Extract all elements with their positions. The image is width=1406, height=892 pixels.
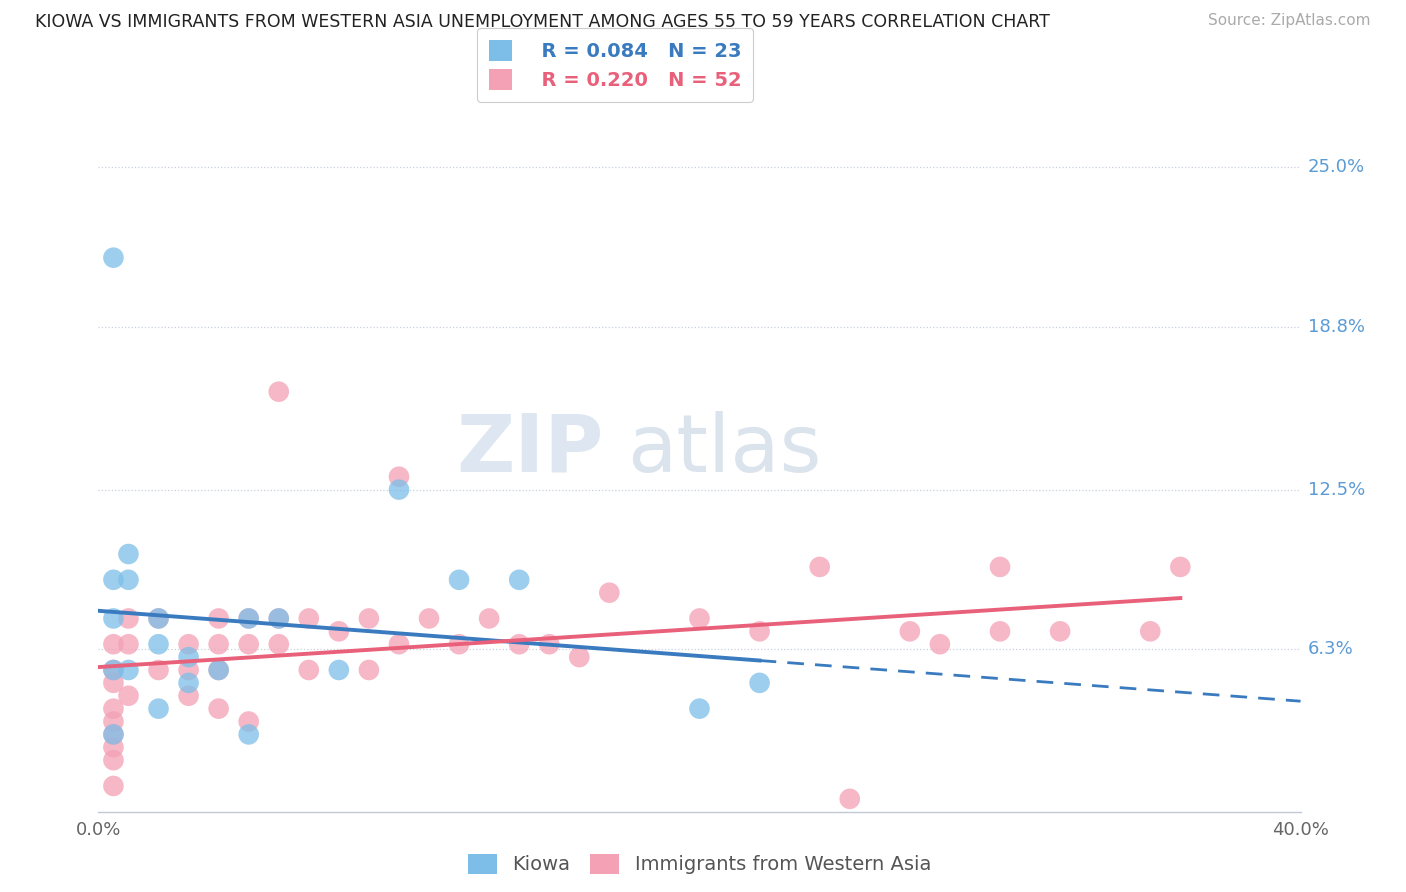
- Point: [103, 727, 125, 741]
- Point: [447, 637, 470, 651]
- Point: [838, 792, 860, 806]
- Point: [898, 624, 921, 639]
- Point: [929, 637, 952, 651]
- Point: [568, 650, 591, 665]
- Point: [238, 637, 260, 651]
- Point: [508, 573, 530, 587]
- Point: [478, 611, 501, 625]
- Point: [117, 611, 139, 625]
- Text: ZIP: ZIP: [456, 411, 603, 489]
- Point: [103, 637, 125, 651]
- Point: [103, 611, 125, 625]
- Point: [177, 650, 200, 665]
- Point: [298, 663, 321, 677]
- Point: [148, 637, 170, 651]
- Point: [988, 624, 1011, 639]
- Text: 25.0%: 25.0%: [1308, 159, 1365, 177]
- Point: [388, 637, 411, 651]
- Point: [238, 611, 260, 625]
- Point: [238, 611, 260, 625]
- Point: [148, 701, 170, 715]
- Point: [103, 740, 125, 755]
- Point: [267, 384, 290, 399]
- Point: [103, 573, 125, 587]
- Point: [148, 663, 170, 677]
- Point: [208, 611, 231, 625]
- Point: [208, 663, 231, 677]
- Text: Source: ZipAtlas.com: Source: ZipAtlas.com: [1208, 13, 1371, 29]
- Point: [103, 676, 125, 690]
- Point: [748, 624, 770, 639]
- Point: [267, 611, 290, 625]
- Point: [117, 637, 139, 651]
- Point: [988, 560, 1011, 574]
- Point: [103, 727, 125, 741]
- Point: [208, 663, 231, 677]
- Point: [447, 573, 470, 587]
- Point: [1049, 624, 1071, 639]
- Point: [208, 701, 231, 715]
- Point: [808, 560, 831, 574]
- Point: [267, 611, 290, 625]
- Point: [688, 701, 710, 715]
- Point: [148, 611, 170, 625]
- Text: 18.8%: 18.8%: [1308, 318, 1365, 336]
- Point: [388, 483, 411, 497]
- Point: [177, 689, 200, 703]
- Point: [267, 637, 290, 651]
- Point: [508, 637, 530, 651]
- Point: [103, 251, 125, 265]
- Point: [688, 611, 710, 625]
- Point: [148, 611, 170, 625]
- Point: [117, 689, 139, 703]
- Point: [388, 469, 411, 483]
- Point: [117, 547, 139, 561]
- Point: [117, 573, 139, 587]
- Point: [103, 779, 125, 793]
- Point: [328, 663, 350, 677]
- Point: [357, 663, 380, 677]
- Point: [103, 701, 125, 715]
- Point: [1139, 624, 1161, 639]
- Point: [103, 663, 125, 677]
- Point: [103, 753, 125, 767]
- Point: [238, 714, 260, 729]
- Text: atlas: atlas: [627, 411, 821, 489]
- Point: [598, 585, 620, 599]
- Point: [748, 676, 770, 690]
- Point: [117, 663, 139, 677]
- Legend: Kiowa, Immigrants from Western Asia: Kiowa, Immigrants from Western Asia: [460, 846, 939, 882]
- Point: [177, 676, 200, 690]
- Text: 12.5%: 12.5%: [1308, 481, 1365, 499]
- Text: 6.3%: 6.3%: [1308, 640, 1354, 658]
- Text: KIOWA VS IMMIGRANTS FROM WESTERN ASIA UNEMPLOYMENT AMONG AGES 55 TO 59 YEARS COR: KIOWA VS IMMIGRANTS FROM WESTERN ASIA UN…: [35, 13, 1050, 31]
- Point: [357, 611, 380, 625]
- Point: [177, 663, 200, 677]
- Point: [298, 611, 321, 625]
- Point: [103, 663, 125, 677]
- Point: [177, 637, 200, 651]
- Point: [1170, 560, 1192, 574]
- Point: [418, 611, 440, 625]
- Point: [238, 727, 260, 741]
- Point: [538, 637, 561, 651]
- Point: [103, 714, 125, 729]
- Point: [208, 637, 231, 651]
- Point: [328, 624, 350, 639]
